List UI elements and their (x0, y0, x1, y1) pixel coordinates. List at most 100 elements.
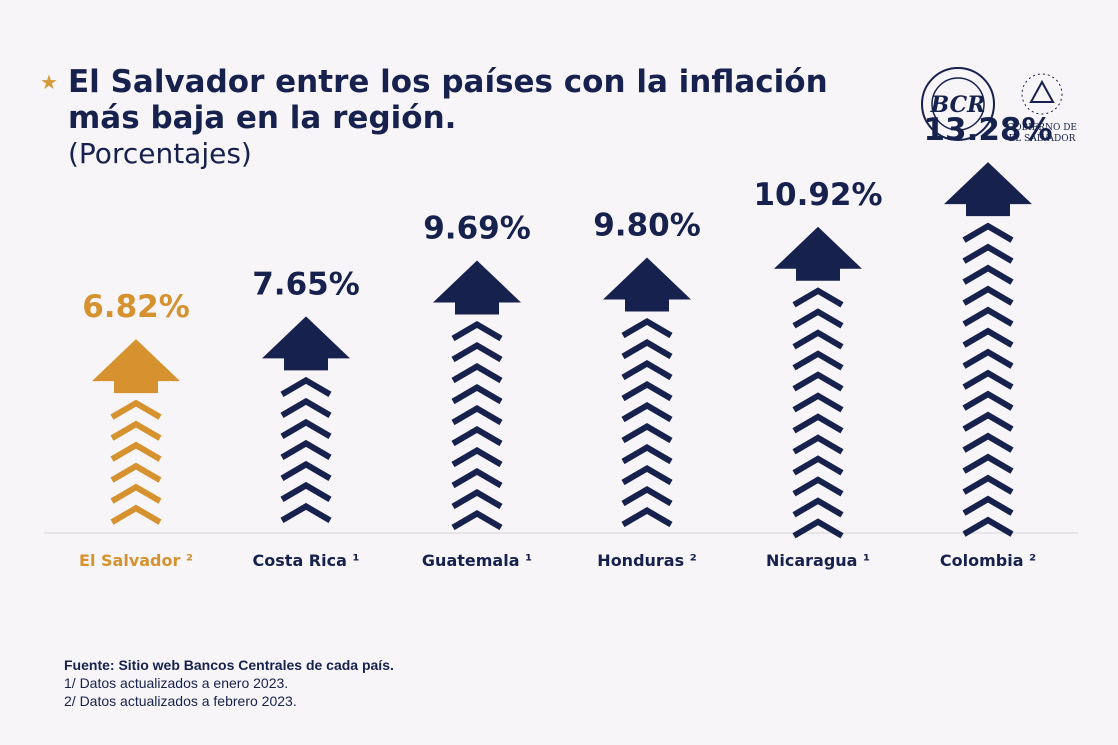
chevron (792, 350, 844, 371)
category-label: Costa Rica ¹ (253, 551, 360, 570)
bar-arrow: 9.80% Honduras ² (593, 207, 701, 570)
chevron (451, 405, 503, 426)
chevron (621, 486, 673, 507)
chevron (280, 460, 332, 481)
chevron (792, 455, 844, 476)
bar-arrow: 6.82% El Salvador ² (79, 289, 193, 570)
chevron (792, 518, 844, 539)
chevron (280, 376, 332, 397)
chevron (792, 476, 844, 497)
chevron (110, 399, 162, 420)
chevron (962, 348, 1014, 369)
chevron (110, 441, 162, 462)
chevron (621, 444, 673, 465)
chevron (962, 411, 1014, 432)
chevron (280, 418, 332, 439)
footer-note-2: 2/ Datos actualizados a febrero 2023. (64, 693, 297, 709)
chevron (280, 439, 332, 460)
arrow-head (262, 316, 350, 371)
chevron (792, 287, 844, 308)
chevron (962, 453, 1014, 474)
logo-group: BCR GOBIERNO DE EL SALVADOR (921, 67, 1077, 144)
chevron (280, 397, 332, 418)
chevron (792, 413, 844, 434)
chevron (621, 381, 673, 402)
chevron (621, 402, 673, 423)
chevron (962, 432, 1014, 453)
chevron (962, 516, 1014, 537)
chevron (451, 489, 503, 510)
bar-arrow: 10.92% Nicaragua ¹ (753, 177, 882, 570)
value-label: 9.69% (423, 210, 531, 246)
chevron (792, 434, 844, 455)
chevron (110, 504, 162, 525)
chevron (280, 502, 332, 523)
bar-arrow: 9.69% Guatemala ¹ (422, 210, 532, 570)
chevron (451, 510, 503, 531)
chevron (962, 285, 1014, 306)
bcr-logo-text: BCR (930, 92, 986, 118)
arrow-head (944, 162, 1032, 217)
arrow-head (92, 339, 180, 394)
chevron (280, 481, 332, 502)
chevron (451, 342, 503, 363)
chevron (110, 483, 162, 504)
gobierno-line2: EL SALVADOR (1009, 134, 1076, 144)
chevron (792, 497, 844, 518)
bcr-logo: BCR (921, 67, 995, 141)
category-label: Colombia ² (940, 551, 1036, 570)
chevron (621, 507, 673, 528)
chevron (621, 423, 673, 444)
bars: 6.82% El Salvador ² 7.65% Costa Rica ¹ 9.69%… (79, 112, 1053, 570)
arrow-head (433, 260, 521, 315)
chevron (962, 474, 1014, 495)
footer: Fuente: Sitio web Bancos Centrales de ca… (64, 656, 394, 710)
category-label: Honduras ² (597, 551, 696, 570)
chevron (451, 426, 503, 447)
chevron (621, 339, 673, 360)
chevron (792, 392, 844, 413)
gobierno-logo: GOBIERNO DE EL SALVADOR (1007, 73, 1077, 144)
value-label: 9.80% (593, 207, 701, 243)
value-label: 13.28% (923, 112, 1052, 148)
value-label: 10.92% (753, 177, 882, 213)
chevron (962, 369, 1014, 390)
chevron (962, 390, 1014, 411)
bar-arrow: 13.28% Colombia ² (923, 112, 1052, 570)
star-icon: ★ (40, 70, 58, 94)
chevron (110, 462, 162, 483)
chevron (792, 308, 844, 329)
chevron (962, 222, 1014, 243)
category-label: El Salvador ² (79, 551, 193, 570)
chevron (962, 495, 1014, 516)
chevron (451, 384, 503, 405)
chevron (451, 447, 503, 468)
chevron (451, 363, 503, 384)
footer-note-1: 1/ Datos actualizados a enero 2023. (64, 675, 289, 691)
logos: BCR GOBIERNO DE EL SALVADOR (920, 66, 1080, 150)
chevron (962, 264, 1014, 285)
chevron (110, 420, 162, 441)
bar-arrow: 7.65% Costa Rica ¹ (252, 266, 360, 570)
chevron (962, 243, 1014, 264)
footer-source: Fuente: Sitio web Bancos Centrales de ca… (64, 657, 394, 673)
category-label: Guatemala ¹ (422, 551, 532, 570)
category-label: Nicaragua ¹ (766, 551, 870, 570)
arrow-head (603, 257, 691, 312)
chevron (792, 329, 844, 350)
chevron (962, 327, 1014, 348)
chevron (451, 321, 503, 342)
value-label: 7.65% (252, 266, 360, 302)
chart-subtitle: (Porcentajes) (68, 137, 252, 170)
chevron (621, 318, 673, 339)
value-label: 6.82% (82, 289, 190, 325)
chart-title: El Salvador entre los países con la infl… (68, 64, 828, 136)
chevron (962, 306, 1014, 327)
arrow-head (774, 226, 862, 281)
chevron (451, 468, 503, 489)
chevron (621, 465, 673, 486)
gobierno-line1: GOBIERNO DE (1007, 123, 1077, 133)
chevron (621, 360, 673, 381)
chevron (792, 371, 844, 392)
